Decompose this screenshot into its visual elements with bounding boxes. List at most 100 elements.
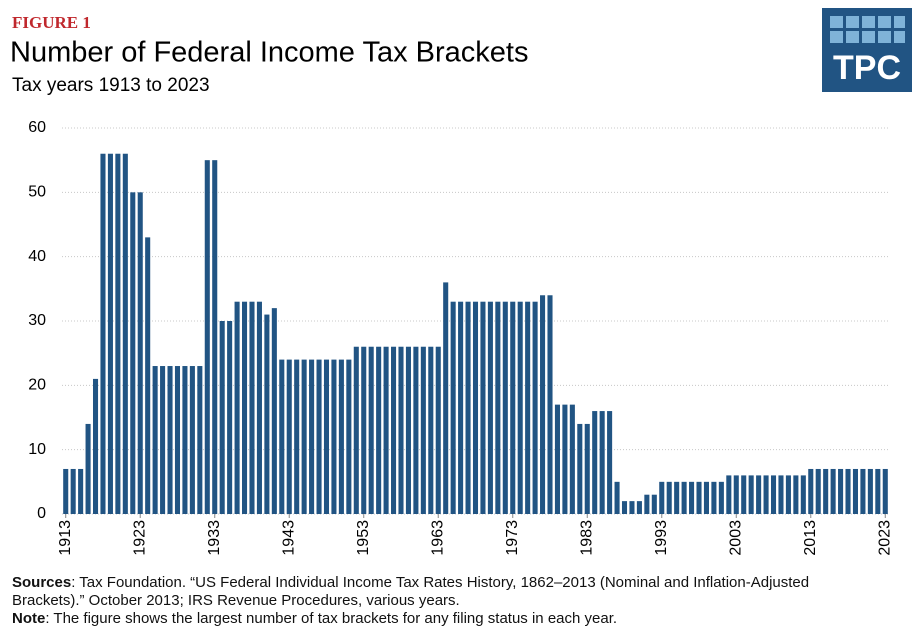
bar	[256, 301, 262, 514]
bar	[63, 468, 69, 514]
bar	[666, 481, 672, 514]
x-tick-label: 1973	[504, 520, 521, 556]
bar	[435, 346, 441, 514]
bar	[815, 468, 821, 514]
bar	[770, 475, 777, 514]
x-tick-label: 1983	[578, 520, 595, 556]
bar	[376, 346, 382, 514]
x-tick-label: 1923	[131, 520, 148, 556]
bar	[487, 301, 493, 514]
bar	[726, 475, 732, 514]
y-tick-label: 40	[28, 248, 46, 265]
x-tick-label: 2023	[876, 520, 893, 556]
bar	[78, 468, 84, 514]
bar	[383, 346, 389, 514]
bar	[480, 301, 486, 514]
logo-text: TPC	[833, 49, 901, 87]
bar	[562, 404, 568, 514]
x-tick-label: 2003	[727, 520, 744, 556]
figure-label: FIGURE 1	[12, 13, 91, 32]
bar	[756, 475, 762, 514]
y-tick-label: 50	[28, 184, 46, 201]
bar	[778, 475, 784, 514]
bar	[793, 475, 799, 514]
footnote: Sources: Tax Foundation. “US Federal Ind…	[12, 574, 872, 628]
bar	[122, 153, 128, 514]
bar	[160, 366, 166, 514]
bar	[204, 160, 210, 514]
bar	[309, 359, 315, 514]
bar	[659, 481, 665, 514]
bar	[711, 481, 717, 514]
bar	[323, 359, 330, 514]
bar	[860, 468, 866, 514]
bar	[301, 359, 307, 514]
bar	[242, 301, 248, 514]
bar	[189, 366, 195, 514]
x-tick-label: 1963	[429, 520, 446, 556]
bar	[316, 359, 322, 514]
bar	[227, 321, 233, 514]
bar	[599, 411, 605, 514]
bar	[763, 475, 769, 514]
x-tick-label: 1993	[653, 520, 670, 556]
y-tick-label: 60	[28, 119, 46, 136]
bar	[450, 301, 456, 514]
bar	[636, 501, 642, 514]
bar	[279, 359, 285, 514]
bar	[137, 192, 143, 515]
bar	[182, 366, 188, 514]
sources: Sources: Tax Foundation. “US Federal Ind…	[12, 574, 872, 610]
bar	[830, 468, 836, 514]
bar	[361, 346, 367, 514]
bar	[577, 423, 583, 514]
x-tick-label: 1913	[57, 520, 74, 556]
bar	[398, 346, 404, 514]
bar	[614, 481, 620, 514]
bar	[554, 404, 560, 514]
bar	[465, 301, 471, 514]
bar	[420, 346, 426, 514]
bar	[167, 366, 173, 514]
logo-squares	[830, 16, 905, 43]
bar	[271, 308, 277, 514]
bar	[875, 468, 881, 514]
bar	[629, 501, 635, 514]
bar	[472, 301, 479, 514]
note: Note: The figure shows the largest numbe…	[12, 610, 872, 628]
bar	[644, 494, 650, 514]
bar	[733, 475, 739, 514]
bar	[428, 346, 434, 514]
bar	[785, 475, 791, 514]
bar	[197, 366, 203, 514]
bar	[517, 301, 523, 514]
bar	[748, 475, 754, 514]
bar	[405, 346, 411, 514]
bar	[145, 237, 151, 514]
bar	[174, 366, 181, 514]
bar	[547, 295, 553, 514]
bar	[458, 301, 464, 514]
bar	[391, 346, 397, 514]
bar	[502, 301, 508, 514]
chart-subtitle: Tax years 1913 to 2023	[12, 75, 210, 96]
bar	[212, 160, 218, 514]
bar	[800, 475, 806, 514]
bar	[443, 282, 449, 514]
y-tick-label: 10	[28, 441, 46, 458]
bar	[219, 321, 225, 514]
bar	[592, 411, 598, 514]
bar	[607, 411, 613, 514]
bar	[845, 468, 851, 514]
bar	[703, 481, 709, 514]
bar	[532, 301, 538, 514]
bar	[115, 153, 121, 514]
bar	[741, 475, 747, 514]
x-tick-label: 2013	[802, 520, 819, 556]
bar	[584, 423, 590, 514]
bar	[621, 501, 628, 514]
bar	[867, 468, 873, 514]
bar	[681, 481, 687, 514]
bar	[808, 468, 814, 514]
